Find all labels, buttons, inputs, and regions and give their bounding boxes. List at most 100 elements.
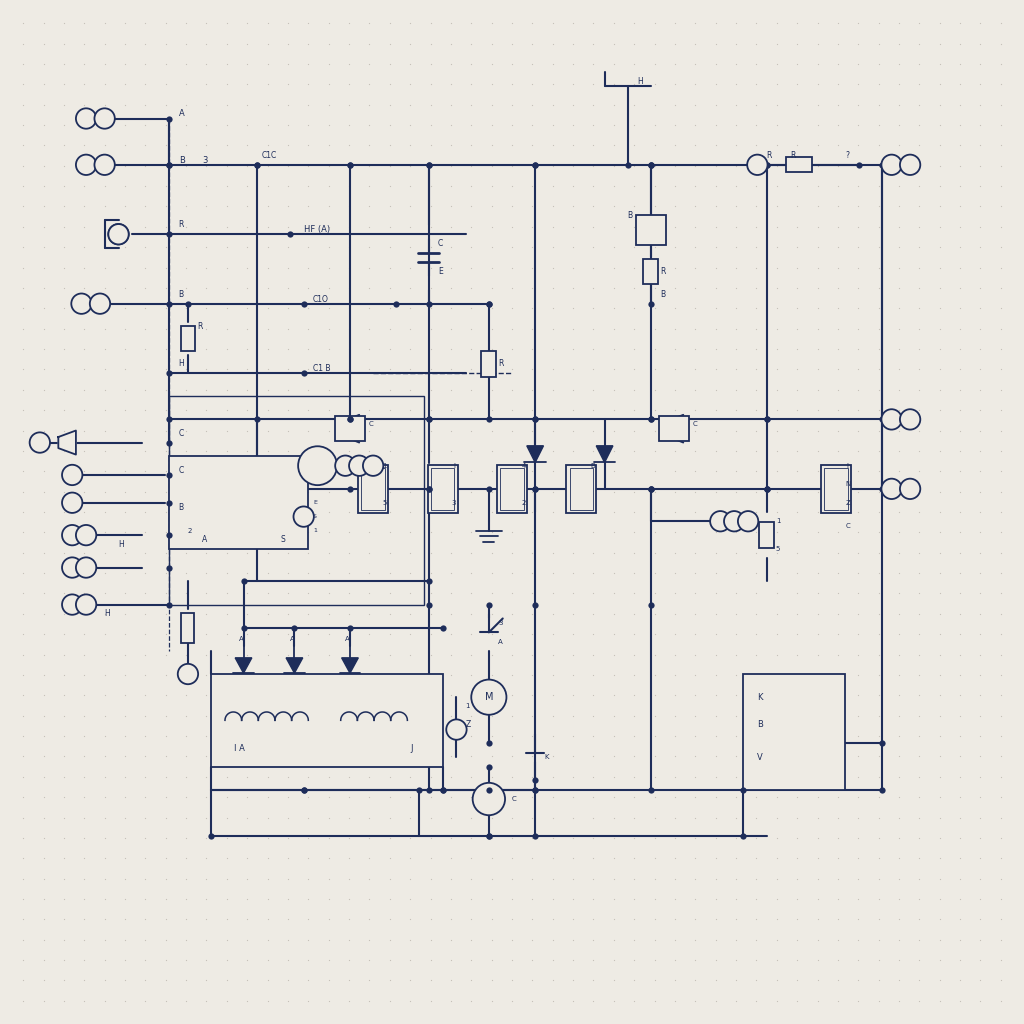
Text: C1C: C1C — [262, 152, 278, 160]
Circle shape — [446, 720, 467, 739]
Circle shape — [882, 478, 902, 499]
Circle shape — [62, 557, 82, 578]
Polygon shape — [236, 657, 252, 673]
Circle shape — [94, 155, 115, 175]
Bar — [497, 465, 527, 513]
Circle shape — [109, 224, 129, 245]
Text: B: B — [660, 290, 666, 299]
Text: C: C — [845, 523, 850, 528]
Text: 3: 3 — [202, 156, 207, 165]
Circle shape — [882, 155, 902, 175]
Text: 4: 4 — [521, 463, 525, 469]
Circle shape — [94, 109, 115, 129]
Circle shape — [738, 511, 759, 531]
Text: 3: 3 — [452, 500, 457, 506]
Text: B: B — [628, 211, 633, 220]
Circle shape — [76, 594, 96, 614]
Text: R: R — [660, 267, 666, 275]
Polygon shape — [526, 445, 544, 463]
Text: J: J — [411, 743, 413, 753]
Text: B: B — [179, 290, 184, 299]
Circle shape — [748, 155, 768, 175]
Circle shape — [298, 446, 337, 485]
Bar — [481, 351, 497, 377]
Text: H: H — [119, 540, 124, 549]
Circle shape — [109, 224, 129, 245]
Text: H: H — [104, 609, 111, 618]
Bar — [743, 674, 845, 790]
Text: M: M — [484, 692, 494, 702]
Circle shape — [76, 109, 96, 129]
Bar — [824, 468, 848, 510]
Bar — [335, 416, 365, 441]
Circle shape — [473, 782, 505, 815]
Text: A: A — [239, 636, 244, 642]
Circle shape — [62, 465, 82, 485]
Circle shape — [62, 493, 82, 513]
Circle shape — [62, 594, 82, 614]
Text: B: B — [758, 721, 763, 729]
Text: R: R — [498, 359, 504, 369]
Circle shape — [900, 155, 921, 175]
Bar — [427, 465, 458, 513]
Text: Z: Z — [466, 721, 471, 729]
Text: E: E — [438, 267, 442, 275]
Text: B: B — [591, 463, 595, 469]
Text: Z: Z — [845, 500, 850, 506]
Bar — [786, 158, 812, 172]
Polygon shape — [596, 445, 613, 463]
Text: I: I — [454, 463, 455, 469]
Text: C: C — [692, 421, 697, 427]
Circle shape — [178, 664, 198, 684]
Circle shape — [90, 294, 111, 314]
Text: E: E — [313, 501, 316, 505]
Text: S: S — [281, 536, 286, 545]
Bar — [821, 465, 851, 513]
Polygon shape — [58, 430, 76, 455]
Polygon shape — [286, 657, 303, 673]
Text: K: K — [758, 692, 763, 701]
Bar — [169, 396, 424, 604]
Text: C: C — [369, 421, 373, 427]
Text: 1: 1 — [313, 528, 316, 534]
Text: A: A — [290, 636, 295, 642]
Circle shape — [362, 456, 383, 476]
Text: C: C — [438, 239, 443, 248]
Text: 1: 1 — [466, 703, 470, 710]
Circle shape — [30, 432, 50, 453]
Text: C: C — [179, 466, 184, 475]
Circle shape — [724, 511, 744, 531]
Text: 1: 1 — [776, 518, 780, 524]
Circle shape — [76, 155, 96, 175]
Circle shape — [76, 525, 96, 546]
Circle shape — [471, 680, 507, 715]
Text: K: K — [545, 755, 549, 761]
Circle shape — [72, 294, 92, 314]
Text: B: B — [179, 503, 184, 512]
Circle shape — [710, 511, 730, 531]
Text: S: S — [313, 514, 316, 519]
Bar — [211, 674, 442, 767]
Text: B: B — [179, 156, 184, 165]
Text: R: R — [790, 152, 795, 160]
Text: C: C — [179, 429, 184, 438]
Text: I: I — [847, 463, 849, 469]
Circle shape — [335, 456, 355, 476]
Bar — [636, 215, 666, 245]
Bar — [431, 468, 455, 510]
Text: R: R — [198, 323, 203, 332]
Text: H: H — [637, 77, 643, 86]
Bar — [181, 613, 195, 642]
Text: HF (A): HF (A) — [304, 225, 330, 234]
Text: 5: 5 — [383, 500, 387, 506]
Text: 2: 2 — [188, 527, 193, 534]
Text: I A: I A — [234, 743, 245, 753]
Bar — [169, 457, 308, 549]
Text: A: A — [202, 536, 207, 545]
Bar — [500, 468, 524, 510]
Circle shape — [76, 557, 96, 578]
Text: H: H — [179, 359, 184, 369]
Text: C1O: C1O — [313, 295, 329, 303]
Text: 2: 2 — [521, 500, 525, 506]
Text: A: A — [179, 110, 184, 119]
